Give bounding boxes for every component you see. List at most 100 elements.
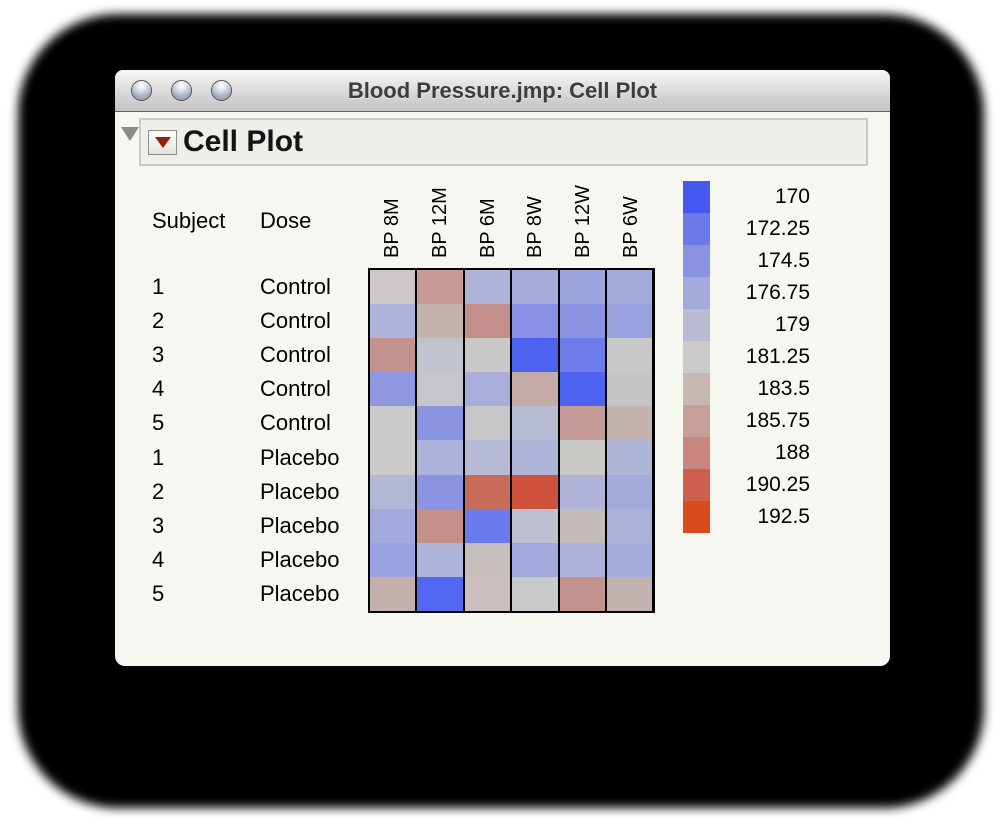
heatmap-cell[interactable]	[464, 576, 511, 611]
heatmap-cell[interactable]	[464, 508, 511, 543]
heatmap-cell[interactable]	[559, 474, 605, 509]
heatmap-cell[interactable]	[512, 542, 558, 577]
heatmap-cell[interactable]	[606, 474, 653, 509]
heatmap-column	[512, 270, 558, 611]
heatmap-cell[interactable]	[512, 338, 558, 373]
heatmap-cell[interactable]	[464, 338, 511, 373]
legend-color-step	[683, 277, 710, 309]
dose-value: Placebo	[260, 580, 340, 606]
heatmap-cell[interactable]	[512, 474, 558, 509]
heatmap-cell[interactable]	[512, 270, 558, 305]
legend-tick-labels: 170 172.25 174.5 176.75 179 181.25 183.5 185.75…	[705, 181, 810, 533]
heatmap-cell[interactable]	[370, 508, 416, 543]
subject-value: 1	[152, 444, 165, 470]
heatmap-cell[interactable]	[417, 576, 463, 611]
disclosure-triangle-icon[interactable]	[121, 127, 139, 141]
heatmap-cell[interactable]	[464, 542, 511, 577]
heatmap-cell[interactable]	[559, 576, 605, 611]
legend-color-step	[683, 245, 710, 277]
heatmap-cell[interactable]	[370, 304, 416, 339]
legend-color-step	[683, 309, 710, 341]
legend-tick-label: 190.25	[745, 473, 810, 496]
legend-color-step	[683, 181, 710, 213]
heatmap-cell[interactable]	[417, 372, 463, 407]
heatmap-cell[interactable]	[512, 440, 558, 475]
heatmap-cell[interactable]	[464, 440, 511, 475]
heatmap-cell[interactable]	[559, 270, 605, 305]
row-label: 4 Placebo	[152, 543, 340, 577]
heatmap-cell[interactable]	[606, 270, 653, 305]
dose-column-header: Dose	[260, 208, 312, 233]
title-bar[interactable]: Blood Pressure.jmp: Cell Plot	[115, 70, 890, 112]
heatmap-cell[interactable]	[417, 406, 463, 441]
legend-tick-label: 192.5	[757, 505, 810, 528]
heatmap-cell[interactable]	[559, 440, 605, 475]
heatmap-cell[interactable]	[559, 304, 605, 339]
heatmap-cell[interactable]	[606, 508, 653, 543]
legend-tick-label: 179	[774, 313, 810, 336]
heatmap-cell[interactable]	[512, 576, 558, 611]
heatmap-cell[interactable]	[464, 474, 511, 509]
heatmap-cell[interactable]	[512, 372, 558, 407]
heatmap-cell[interactable]	[370, 338, 416, 373]
heatmap-column	[417, 270, 463, 611]
column-header-bp-6w: BP 6W	[620, 196, 643, 258]
legend-color-scale	[683, 181, 710, 533]
heatmap-cell[interactable]	[370, 474, 416, 509]
row-label: 2 Placebo	[152, 475, 340, 509]
heatmap-cell[interactable]	[559, 372, 605, 407]
heatmap-cell[interactable]	[370, 576, 416, 611]
heatmap-cell[interactable]	[606, 304, 653, 339]
zoom-button[interactable]	[211, 80, 232, 101]
cell-plot-heatmap	[368, 268, 655, 613]
legend-tick-label: 181.25	[745, 345, 810, 368]
heatmap-cell[interactable]	[417, 304, 463, 339]
heatmap-cell[interactable]	[512, 508, 558, 543]
window-controls	[131, 80, 232, 101]
heatmap-cell[interactable]	[417, 542, 463, 577]
heatmap-cell[interactable]	[559, 406, 605, 441]
heatmap-cell[interactable]	[606, 372, 653, 407]
dose-value: Control	[260, 342, 331, 368]
heatmap-cell[interactable]	[370, 270, 416, 305]
heatmap-cell[interactable]	[559, 542, 605, 577]
subject-value: 5	[152, 410, 165, 436]
legend-tick-label: 176.75	[745, 281, 810, 304]
heatmap-cell[interactable]	[370, 440, 416, 475]
column-header-bp-12m: BP 12M	[428, 187, 451, 258]
heatmap-cell[interactable]	[417, 338, 463, 373]
heatmap-cell[interactable]	[370, 542, 416, 577]
legend-color-step	[683, 213, 710, 245]
heatmap-column	[606, 270, 653, 611]
heatmap-cell[interactable]	[417, 270, 463, 305]
heatmap-cell[interactable]	[464, 406, 511, 441]
heatmap-cell[interactable]	[606, 338, 653, 373]
red-triangle-menu-button[interactable]	[148, 129, 177, 155]
heatmap-cell[interactable]	[370, 406, 416, 441]
subject-value: 1	[152, 274, 165, 300]
report-outline-header: Cell Plot	[139, 118, 868, 166]
heatmap-cell[interactable]	[559, 508, 605, 543]
heatmap-cell[interactable]	[464, 372, 511, 407]
column-header-bp-8m: BP 8M	[381, 198, 403, 258]
heatmap-cell[interactable]	[606, 542, 653, 577]
close-button[interactable]	[131, 80, 152, 101]
heatmap-cell[interactable]	[417, 440, 463, 475]
legend-tick-label: 183.5	[757, 377, 810, 400]
heatmap-cell[interactable]	[512, 304, 558, 339]
heatmap-cell[interactable]	[606, 576, 653, 611]
heatmap-column	[370, 270, 416, 611]
window-title: Blood Pressure.jmp: Cell Plot	[347, 78, 658, 103]
row-label: 4 Control	[152, 372, 340, 406]
heatmap-cell[interactable]	[512, 406, 558, 441]
heatmap-cell[interactable]	[559, 338, 605, 373]
heatmap-cell[interactable]	[370, 372, 416, 407]
minimize-button[interactable]	[171, 80, 192, 101]
heatmap-cell[interactable]	[606, 406, 653, 441]
heatmap-cell[interactable]	[417, 474, 463, 509]
row-label: 2 Control	[152, 304, 340, 338]
heatmap-cell[interactable]	[464, 304, 511, 339]
heatmap-cell[interactable]	[417, 508, 463, 543]
heatmap-cell[interactable]	[606, 440, 653, 475]
heatmap-cell[interactable]	[464, 270, 511, 305]
